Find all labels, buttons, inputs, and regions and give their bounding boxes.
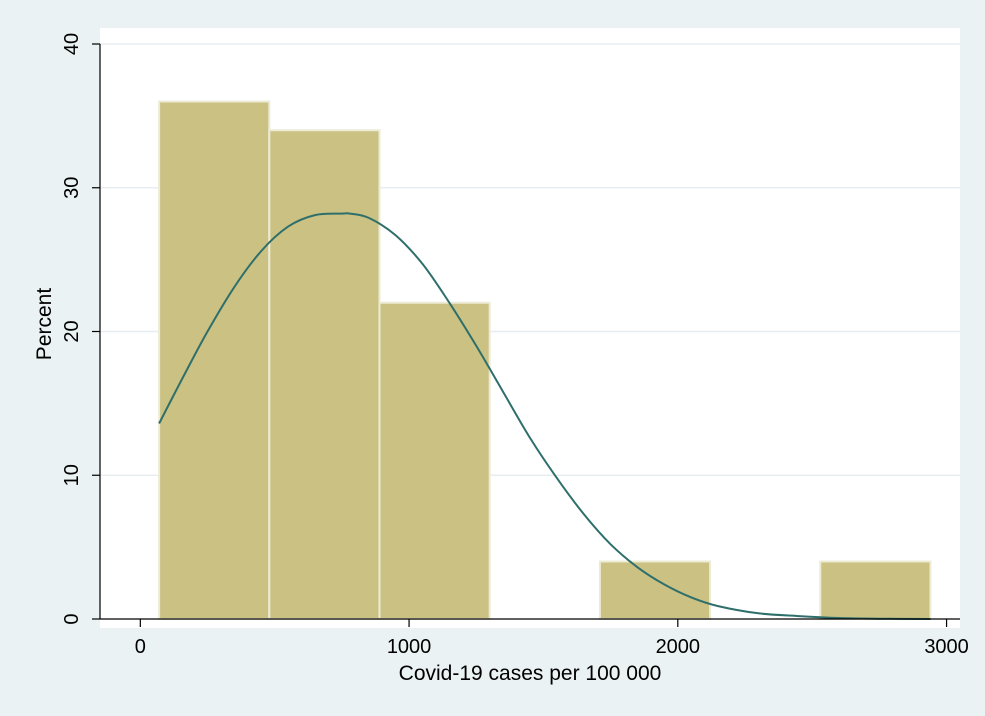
y-tick-label-40: 40 (61, 33, 83, 55)
histogram-bar-3 (378, 301, 491, 620)
y-tick-label-10: 10 (61, 464, 83, 486)
x-tick-label-1000: 1000 (387, 636, 432, 658)
histogram-bar-2 (268, 129, 381, 620)
histogram-bar-1 (158, 100, 271, 620)
y-tick-label-20: 20 (61, 320, 83, 342)
y-tick-label-30: 30 (61, 177, 83, 199)
histogram-bar-7 (819, 560, 932, 620)
y-axis-title: Percent (33, 288, 56, 361)
x-tick-label-3000: 3000 (924, 636, 969, 658)
x-tick-label-2000: 2000 (656, 636, 701, 658)
x-tick-label-0: 0 (135, 636, 146, 658)
histogram-bar-5 (598, 560, 712, 620)
y-tick-label-0: 0 (61, 613, 83, 624)
normal-density-curve (158, 212, 931, 620)
x-axis-title: Covid-19 cases per 100 000 (399, 662, 662, 685)
axes (92, 43, 960, 627)
normal-curve-line (158, 212, 931, 620)
tick-labels: 0 10 20 30 40 0 1000 2000 3000 (61, 33, 969, 658)
